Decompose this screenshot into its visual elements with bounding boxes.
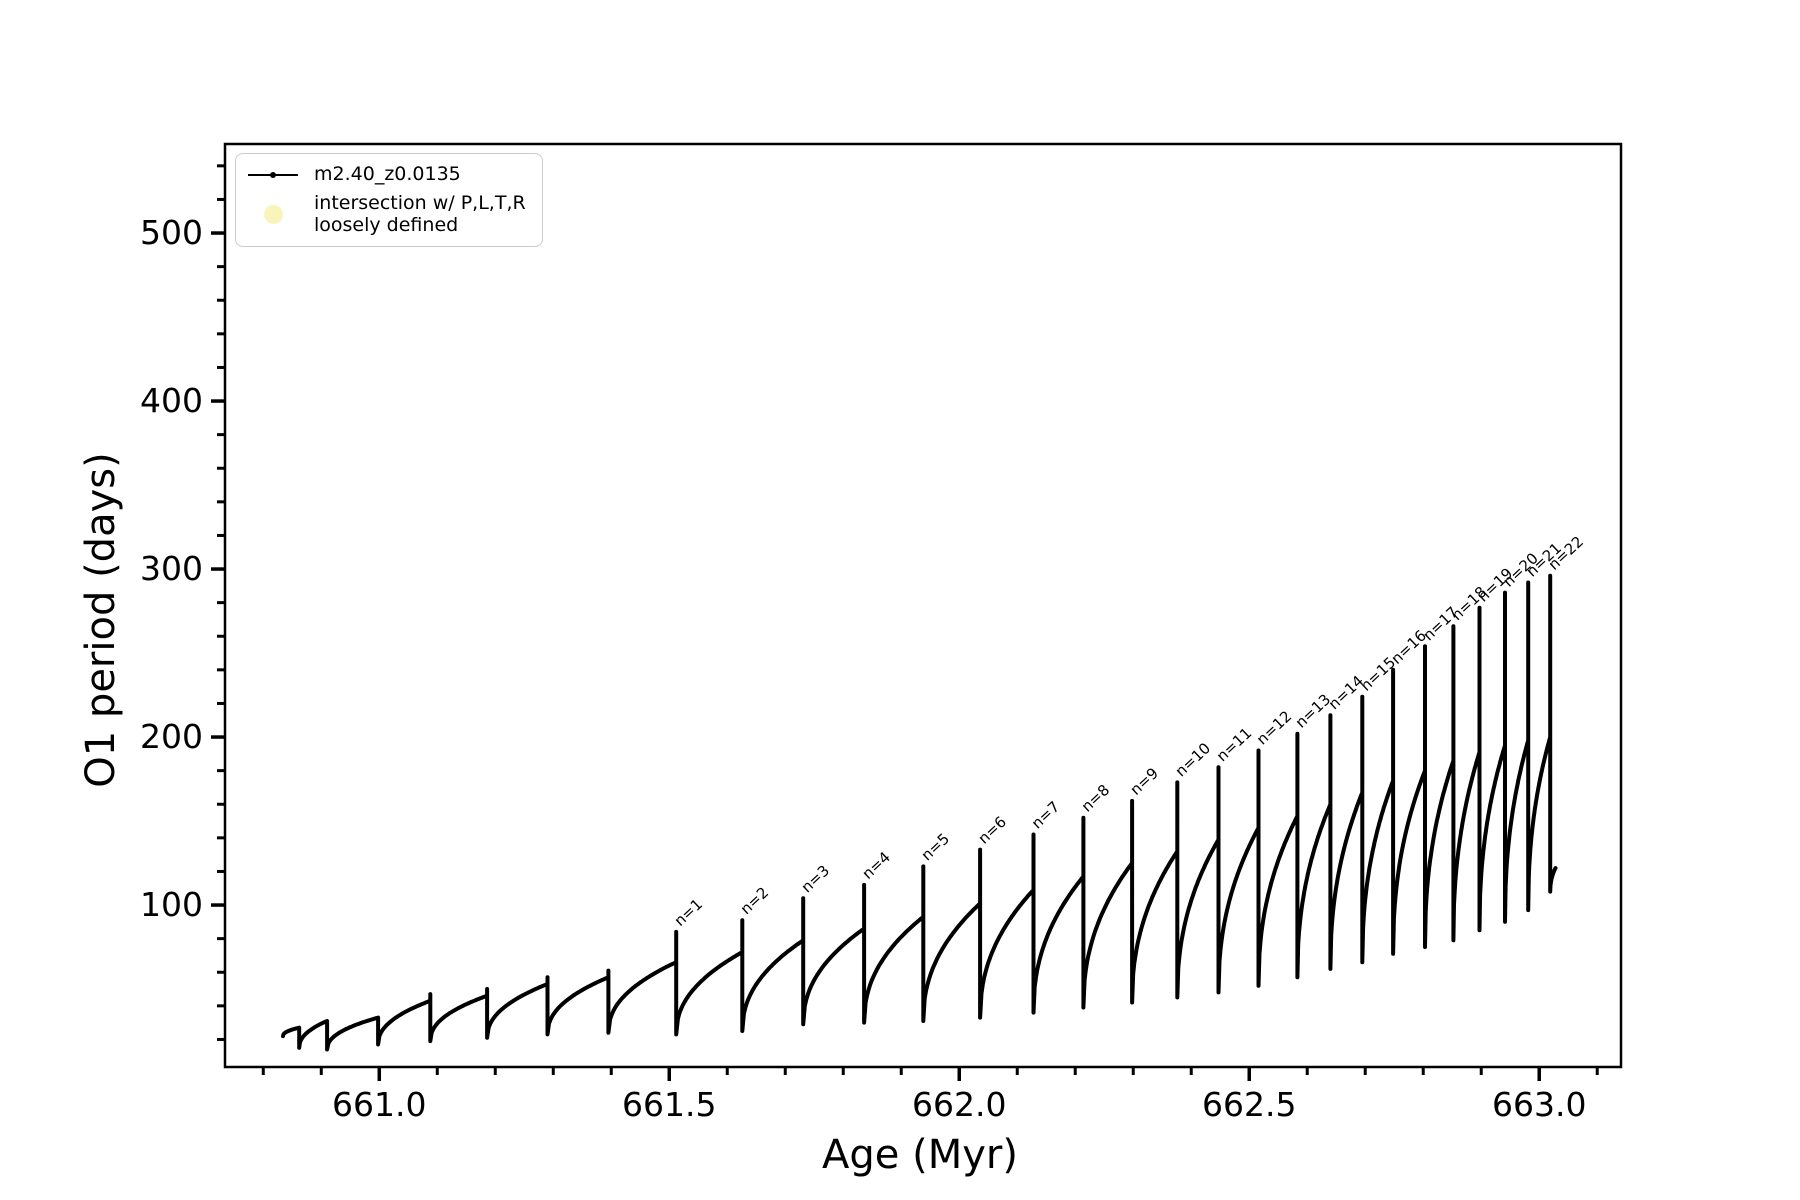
legend-intersection-label: intersection w/ P,L,T,R loosely defined bbox=[314, 191, 526, 236]
legend-entry-intersection: intersection w/ P,L,T,R loosely defined bbox=[244, 191, 532, 237]
legend: m2.40_z0.0135 intersection w/ P,L,T,R lo… bbox=[235, 153, 543, 247]
legend-circle-marker-icon bbox=[244, 204, 302, 226]
plot-frame bbox=[223, 142, 1623, 1069]
y-tick-label: 500 bbox=[140, 213, 203, 252]
pulse-label: n=9 bbox=[1127, 764, 1162, 799]
y-tick-label: 200 bbox=[140, 717, 203, 756]
x-tick-label: 662.5 bbox=[1202, 1085, 1296, 1124]
pulse-label: n=1 bbox=[671, 895, 706, 930]
pulse-label: n=3 bbox=[798, 862, 833, 897]
x-tick-label: 661.5 bbox=[622, 1085, 716, 1124]
pulse-label: n=6 bbox=[975, 813, 1010, 848]
y-tick-label: 400 bbox=[140, 381, 203, 420]
pulse-label: n=7 bbox=[1028, 798, 1063, 833]
pulse-label: n=12 bbox=[1253, 707, 1295, 748]
pulse-label: n=11 bbox=[1213, 724, 1255, 765]
x-tick-label: 661.0 bbox=[332, 1085, 426, 1124]
series-line bbox=[281, 573, 1558, 1052]
y-tick-label: 100 bbox=[140, 885, 203, 924]
legend-line-dot-marker-icon bbox=[244, 164, 302, 186]
legend-entry-series: m2.40_z0.0135 bbox=[244, 162, 532, 186]
pulse-label: n=10 bbox=[1172, 739, 1214, 780]
y-axis-label: O1 period (days) bbox=[78, 452, 124, 788]
legend-series-label: m2.40_z0.0135 bbox=[314, 162, 461, 185]
x-axis-label: Age (Myr) bbox=[822, 1132, 1018, 1178]
x-tick-label: 662.0 bbox=[912, 1085, 1006, 1124]
x-tick-label: 663.0 bbox=[1492, 1085, 1586, 1124]
y-tick-label: 300 bbox=[140, 549, 203, 588]
pulse-label: n=8 bbox=[1078, 781, 1113, 816]
pulse-label: n=4 bbox=[859, 848, 894, 883]
pulse-label: n=2 bbox=[737, 883, 772, 918]
pulse-label: n=5 bbox=[918, 830, 953, 865]
